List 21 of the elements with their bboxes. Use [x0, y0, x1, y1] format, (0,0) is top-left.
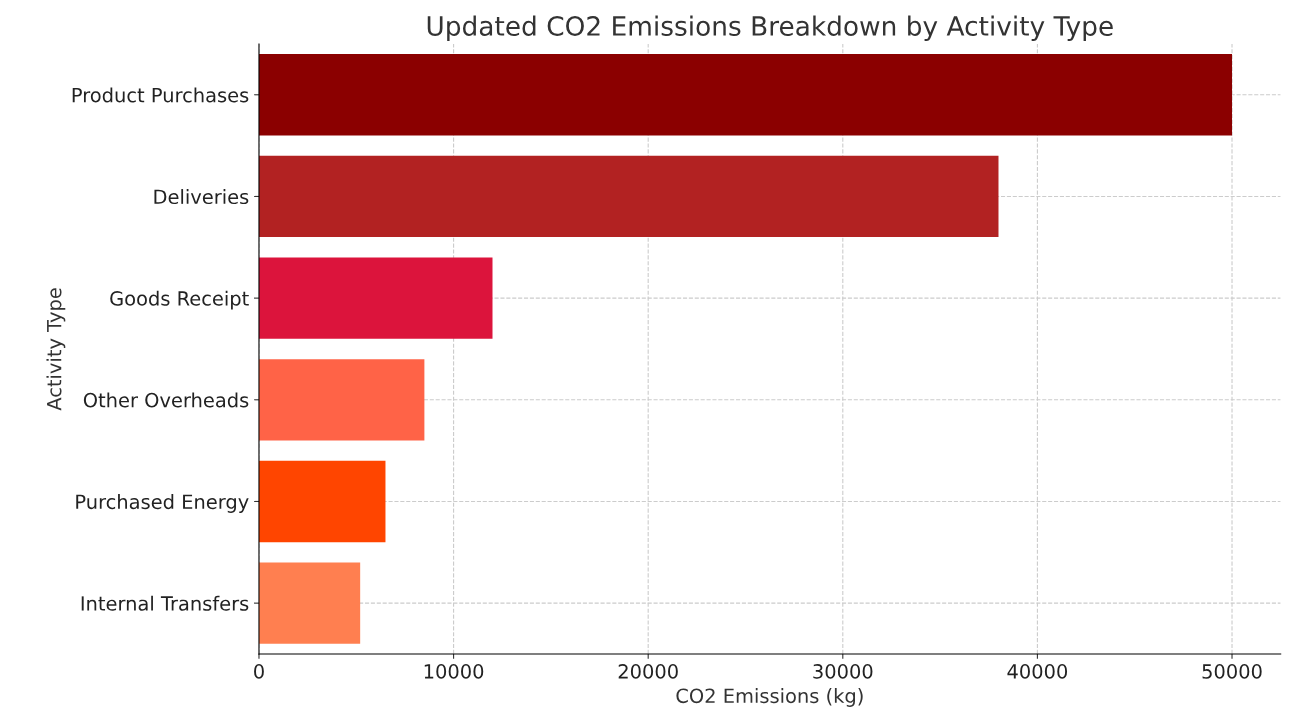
- x-tick-label: 20000: [618, 664, 678, 679]
- x-tick-label: 30000: [813, 664, 873, 679]
- y-tick-label: Goods Receipt: [110, 290, 249, 310]
- bar: [258, 155, 999, 238]
- chart-title: Updated CO2 Emissions Breakdown by Activity Type: [427, 15, 1113, 42]
- y-axis-title: Activity Type: [46, 288, 66, 411]
- y-tick-label: Other Overheads: [83, 392, 249, 408]
- x-tick-label: 0: [254, 664, 264, 679]
- x-tick-label: 50000: [1202, 664, 1262, 679]
- y-tick-label: Purchased Energy: [76, 494, 249, 513]
- bar: [258, 460, 386, 543]
- y-tick-label: Deliveries: [154, 189, 249, 205]
- bar: [258, 359, 425, 441]
- bar: [258, 257, 493, 339]
- x-tick-label: 10000: [424, 664, 484, 679]
- bar: [258, 562, 361, 644]
- y-tick-label: Product Purchases: [72, 87, 249, 103]
- y-tick-label: Internal Transfers: [81, 595, 249, 611]
- x-tick-label: 40000: [1007, 664, 1068, 679]
- x-axis-title: CO2 Emissions (kg): [676, 688, 863, 707]
- bar: [258, 54, 1233, 136]
